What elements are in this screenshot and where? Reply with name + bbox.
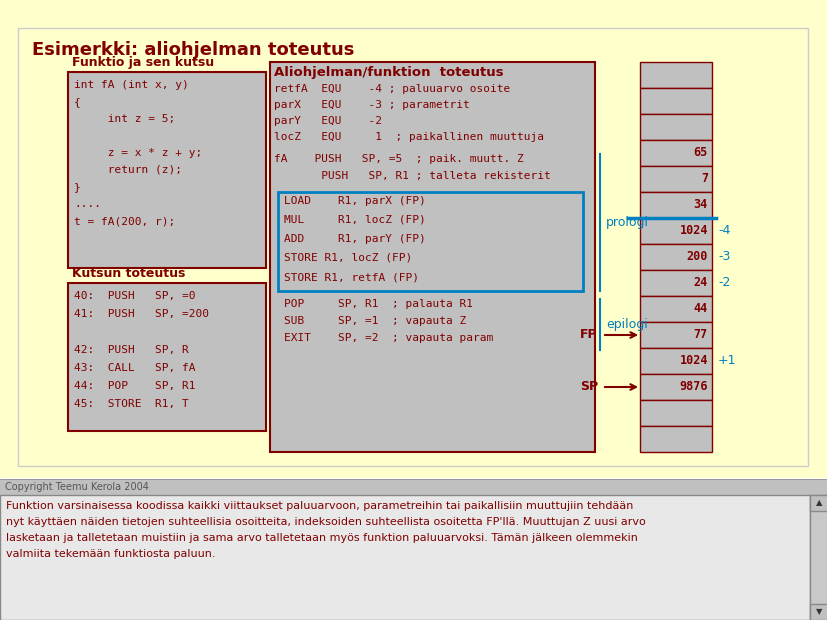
Text: }: } (74, 182, 81, 192)
Text: EXIT    SP, =2  ; vapauta param: EXIT SP, =2 ; vapauta param (284, 333, 493, 343)
Bar (639, 244, 711, 270)
Bar (639, 62, 711, 88)
Text: parX   EQU    -3 ; parametrit: parX EQU -3 ; parametrit (274, 100, 469, 110)
Text: Aliohjelman/funktion  toteutus: Aliohjelman/funktion toteutus (274, 66, 503, 79)
Text: FP: FP (580, 329, 597, 342)
Text: ....: .... (74, 199, 101, 209)
Text: Funktio ja sen kutsu: Funktio ja sen kutsu (72, 56, 214, 69)
Text: 1024: 1024 (679, 355, 707, 368)
Text: -4: -4 (717, 224, 729, 237)
Bar (639, 426, 711, 452)
Text: prologi: prologi (605, 216, 648, 229)
Text: int z = 5;: int z = 5; (74, 114, 175, 124)
Text: {: { (74, 97, 81, 107)
Text: MUL     R1, locZ (FP): MUL R1, locZ (FP) (284, 215, 425, 225)
Bar (809, 495, 827, 620)
Text: fA    PUSH   SP, =5  ; paik. muutt. Z: fA PUSH SP, =5 ; paik. muutt. Z (274, 154, 523, 164)
Bar (18, 28, 807, 466)
Text: parY   EQU    -2: parY EQU -2 (274, 116, 381, 126)
Bar (639, 374, 711, 400)
Text: LOAD    R1, parX (FP): LOAD R1, parX (FP) (284, 196, 425, 206)
Text: nyt käyttäen näiden tietojen suhteellisia osoitteita, indeksoiden suhteellista o: nyt käyttäen näiden tietojen suhteellisi… (6, 517, 645, 527)
Text: 9876: 9876 (679, 381, 707, 394)
Text: 41:  PUSH   SP, =200: 41: PUSH SP, =200 (74, 309, 208, 319)
Text: STORE R1, retfA (FP): STORE R1, retfA (FP) (284, 272, 418, 282)
Bar (278, 192, 582, 291)
Text: valmiita tekemään funktiosta paluun.: valmiita tekemään funktiosta paluun. (6, 549, 215, 559)
Text: return (z);: return (z); (74, 165, 182, 175)
Text: ▼: ▼ (815, 608, 821, 616)
Text: 1024: 1024 (679, 224, 707, 237)
Text: ADD     R1, parY (FP): ADD R1, parY (FP) (284, 234, 425, 244)
Text: 43:  CALL   SP, fA: 43: CALL SP, fA (74, 363, 195, 373)
Text: 65: 65 (693, 146, 707, 159)
Text: -2: -2 (717, 277, 729, 290)
Bar (639, 88, 711, 114)
Text: +1: +1 (717, 355, 735, 368)
Text: ▲: ▲ (815, 498, 821, 508)
Bar (639, 296, 711, 322)
Text: 44: 44 (693, 303, 707, 316)
Text: 77: 77 (693, 329, 707, 342)
Bar (0, 479, 827, 495)
Text: epilogi: epilogi (605, 318, 647, 331)
Bar (68, 72, 265, 268)
Bar (639, 348, 711, 374)
Text: STORE R1, locZ (FP): STORE R1, locZ (FP) (284, 253, 412, 263)
Text: lasketaan ja talletetaan muistiin ja sama arvo talletetaan myös funktion paluuar: lasketaan ja talletetaan muistiin ja sam… (6, 533, 637, 543)
Text: SP: SP (579, 381, 597, 394)
Text: 40:  PUSH   SP, =0: 40: PUSH SP, =0 (74, 291, 195, 301)
Text: 24: 24 (693, 277, 707, 290)
Text: 34: 34 (693, 198, 707, 211)
Text: 7: 7 (700, 172, 707, 185)
Text: 42:  PUSH   SP, R: 42: PUSH SP, R (74, 345, 189, 355)
Bar (639, 322, 711, 348)
Text: -3: -3 (717, 250, 729, 264)
Text: Esimerkki: aliohjelman toteutus: Esimerkki: aliohjelman toteutus (32, 41, 354, 59)
Bar (809, 604, 827, 620)
Bar (68, 283, 265, 431)
Text: z = x * z + y;: z = x * z + y; (74, 148, 202, 158)
Text: t = fA(200, r);: t = fA(200, r); (74, 216, 175, 226)
Bar (639, 114, 711, 140)
Text: 44:  POP    SP, R1: 44: POP SP, R1 (74, 381, 195, 391)
Text: PUSH   SP, R1 ; talleta rekisterit: PUSH SP, R1 ; talleta rekisterit (274, 171, 550, 181)
Bar (270, 62, 595, 452)
Text: POP     SP, R1  ; palauta R1: POP SP, R1 ; palauta R1 (284, 299, 472, 309)
Bar (809, 495, 827, 511)
Text: int fA (int x, y): int fA (int x, y) (74, 80, 189, 90)
Bar (639, 400, 711, 426)
Bar (0, 0, 827, 478)
Text: Kutsun toteutus: Kutsun toteutus (72, 267, 185, 280)
Bar (0, 495, 809, 620)
Bar (639, 166, 711, 192)
Text: 45:  STORE  R1, T: 45: STORE R1, T (74, 399, 189, 409)
Bar (639, 270, 711, 296)
Bar (639, 218, 711, 244)
Text: Copyright Teemu Kerola 2004: Copyright Teemu Kerola 2004 (5, 482, 149, 492)
Text: locZ   EQU     1  ; paikallinen muuttuja: locZ EQU 1 ; paikallinen muuttuja (274, 132, 543, 142)
Text: 200: 200 (686, 250, 707, 264)
Text: SUB     SP, =1  ; vapauta Z: SUB SP, =1 ; vapauta Z (284, 316, 466, 326)
Bar (639, 140, 711, 166)
Text: retfA  EQU    -4 ; paluuarvo osoite: retfA EQU -4 ; paluuarvo osoite (274, 84, 509, 94)
Bar (639, 192, 711, 218)
Text: Funktion varsinaisessa koodissa kaikki viittaukset paluuarvoon, parametreihin ta: Funktion varsinaisessa koodissa kaikki v… (6, 501, 633, 511)
